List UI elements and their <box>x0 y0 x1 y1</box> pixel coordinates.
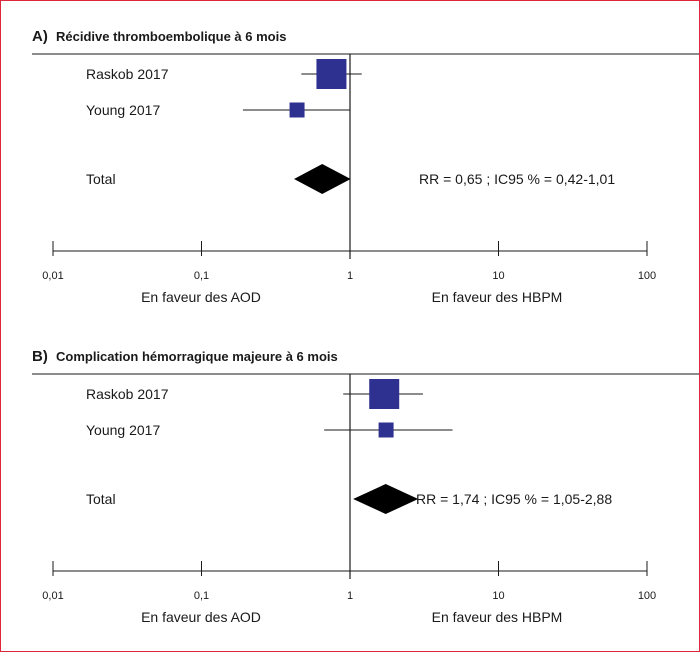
panel-b-favour-right: En faveur des HBPM <box>432 609 563 625</box>
panel-b-study-label: Young 2017 <box>86 422 160 438</box>
panel-a-letter: A) <box>32 28 48 45</box>
panel-b-favour-left: En faveur des AOD <box>141 609 261 625</box>
panel-b-tick-label: 1 <box>347 590 353 602</box>
panel-b-tick-label: 100 <box>638 590 656 602</box>
panel-a-tick-label: 0,01 <box>42 270 63 282</box>
panel-b-tick-label: 10 <box>492 590 504 602</box>
panel-a-title: Récidive thromboembolique à 6 mois <box>56 29 286 44</box>
panel-b-total-label: Total <box>86 491 116 507</box>
panel-a-favour-right: En faveur des HBPM <box>432 289 563 305</box>
panel-a-favour-left: En faveur des AOD <box>141 289 261 305</box>
panel-a-total-summary: RR = 0,65 ; IC95 % = 0,42-1,01 <box>419 171 615 187</box>
panel-b-tick-label: 0,01 <box>42 590 63 602</box>
panel-a-total-diamond <box>294 164 351 194</box>
panel-b-title: Complication hémorragique majeure à 6 mo… <box>56 349 338 364</box>
panel-a-total-label: Total <box>86 171 116 187</box>
panel-a-tick-label: 0,1 <box>194 270 209 282</box>
panel-a-tick-label: 1 <box>347 270 353 282</box>
panel-b-total-summary: RR = 1,74 ; IC95 % = 1,05-2,88 <box>416 491 612 507</box>
panel-b-letter: B) <box>32 348 48 365</box>
panel-b-study-label: Raskob 2017 <box>86 386 169 402</box>
panel-a-point-marker <box>316 59 347 89</box>
panel-a-study-label: Raskob 2017 <box>86 66 169 82</box>
panel-a-tick-label: 100 <box>638 270 656 282</box>
panel-b-point-marker <box>378 422 394 438</box>
panel-b-tick-label: 0,1 <box>194 590 209 602</box>
panel-a-point-marker <box>289 102 305 118</box>
panel-b-point-marker <box>369 379 400 409</box>
panel-a-tick-label: 10 <box>492 270 504 282</box>
panel-b-total-diamond <box>353 484 419 514</box>
panel-a-study-label: Young 2017 <box>86 102 160 118</box>
